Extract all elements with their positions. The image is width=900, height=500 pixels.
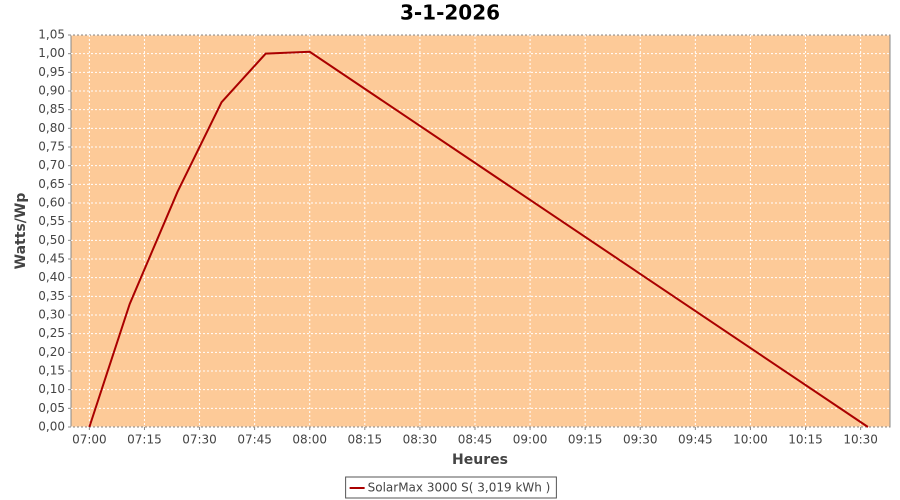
x-tick-label: 07:45: [237, 433, 272, 447]
x-tick-label: 10:30: [843, 433, 878, 447]
y-tick-label: 0,60: [38, 196, 65, 210]
y-tick-label: 0,35: [38, 289, 65, 303]
y-tick-label: 1,00: [38, 46, 65, 60]
y-tick-label: 0,25: [38, 326, 65, 340]
legend: SolarMax 3000 S( 3,019 kWh ): [345, 476, 557, 499]
y-tick-label: 0,50: [38, 233, 65, 247]
y-tick-label: 0,10: [38, 382, 65, 396]
y-tick-label: 0,40: [38, 270, 65, 284]
x-tick-label: 08:30: [403, 433, 438, 447]
series-line: [88, 50, 869, 428]
x-tick-label: 09:15: [568, 433, 603, 447]
y-tick-label: 0,85: [38, 102, 65, 116]
y-tick-label: 0,05: [38, 401, 65, 415]
x-tick-label: 08:15: [348, 433, 383, 447]
x-tick-label: 09:30: [623, 433, 658, 447]
y-tick-label: 0,80: [38, 121, 65, 135]
x-tick-label: 09:45: [678, 433, 713, 447]
x-tick-label: 10:00: [733, 433, 768, 447]
y-tick-label: 0,75: [38, 140, 65, 154]
y-tick-label: 0,70: [38, 158, 65, 172]
x-tick-label: 07:00: [72, 433, 107, 447]
y-tick-label: 0,00: [38, 420, 65, 434]
plot-area: [70, 34, 891, 428]
y-tick-label: 0,30: [38, 308, 65, 322]
x-tick-label: 10:15: [788, 433, 823, 447]
y-tick-label: 0,45: [38, 252, 65, 266]
x-tick-label: 09:00: [513, 433, 548, 447]
y-tick-label: 0,55: [38, 214, 65, 228]
y-tick-label: 0,15: [38, 364, 65, 378]
x-tick-label: 07:30: [182, 433, 217, 447]
y-tick-label: 0,90: [38, 84, 65, 98]
y-tick-label: 1,05: [38, 28, 65, 42]
x-tick-label: 08:00: [292, 433, 327, 447]
legend-box: [345, 476, 557, 499]
x-tick-label: 07:15: [127, 433, 162, 447]
legend-label: SolarMax 3000 S( 3,019 kWh ): [368, 481, 551, 495]
x-axis-label: Heures: [452, 452, 508, 468]
y-tick-label: 0,65: [38, 177, 65, 191]
y-axis-label: Watts/Wp: [13, 193, 29, 270]
chart-title: 3-1-2026: [400, 1, 500, 25]
y-tick-label: 0,95: [38, 65, 65, 79]
y-tick-label: 0,20: [38, 345, 65, 359]
x-tick-label: 08:45: [458, 433, 493, 447]
